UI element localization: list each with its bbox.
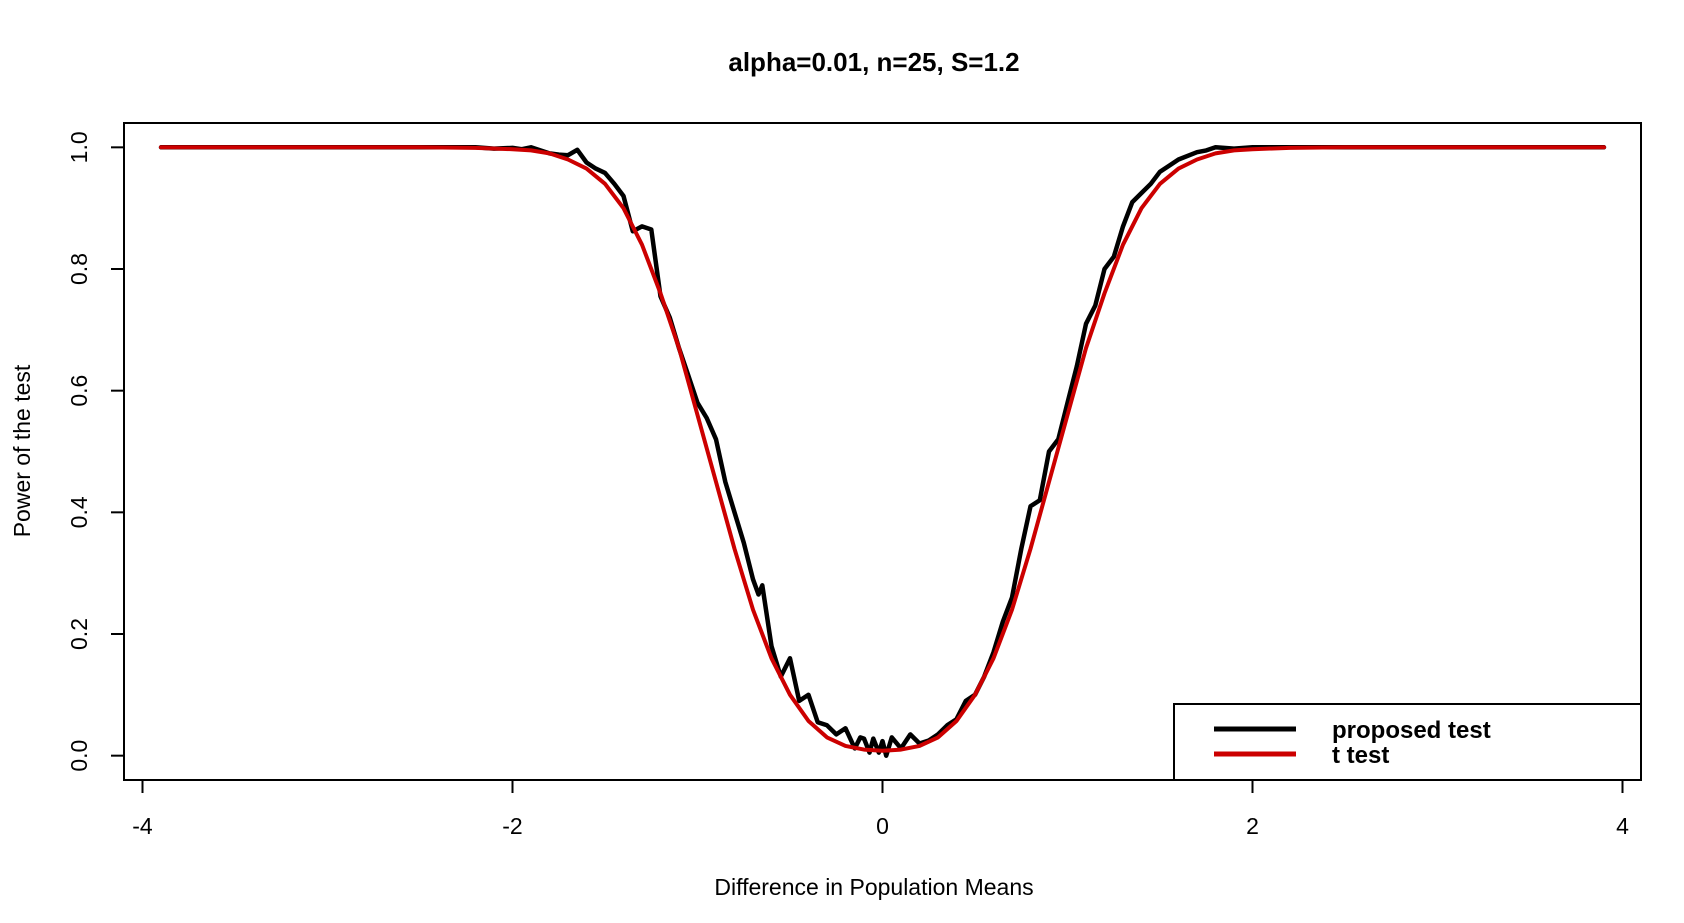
- y-tick-label: 0.2: [66, 618, 92, 650]
- chart-title: alpha=0.01, n=25, S=1.2: [728, 47, 1019, 77]
- y-axis: 0.0 0.2 0.4 0.6 0.8 1.0: [66, 131, 125, 772]
- y-tick-label: 0.4: [66, 496, 92, 528]
- legend-label-proposed: proposed test: [1332, 717, 1491, 744]
- x-tick-label: 4: [1616, 813, 1629, 839]
- x-tick-label: -2: [502, 813, 522, 839]
- y-tick-label: 0.6: [66, 375, 92, 407]
- y-tick-label: 0.0: [66, 740, 92, 772]
- y-tick-label: 0.8: [66, 253, 92, 285]
- legend-label-ttest: t test: [1332, 742, 1389, 769]
- x-tick-label: 0: [876, 813, 889, 839]
- x-axis: -4 -2 0 2 4: [132, 779, 1629, 839]
- legend-box: [1173, 703, 1642, 781]
- series-line-t-test: [159, 145, 1606, 753]
- y-tick-label: 1.0: [66, 131, 92, 163]
- series-layer: [158, 145, 1607, 758]
- y-axis-label: Power of the test: [9, 364, 35, 537]
- x-tick-label: 2: [1246, 813, 1259, 839]
- x-tick-label: -4: [132, 813, 153, 839]
- series-line-proposed-test: [158, 145, 1607, 758]
- x-axis-label: Difference in Population Means: [714, 874, 1033, 900]
- plot-frame: [123, 122, 1642, 781]
- legend: proposed test t test: [1173, 703, 1642, 781]
